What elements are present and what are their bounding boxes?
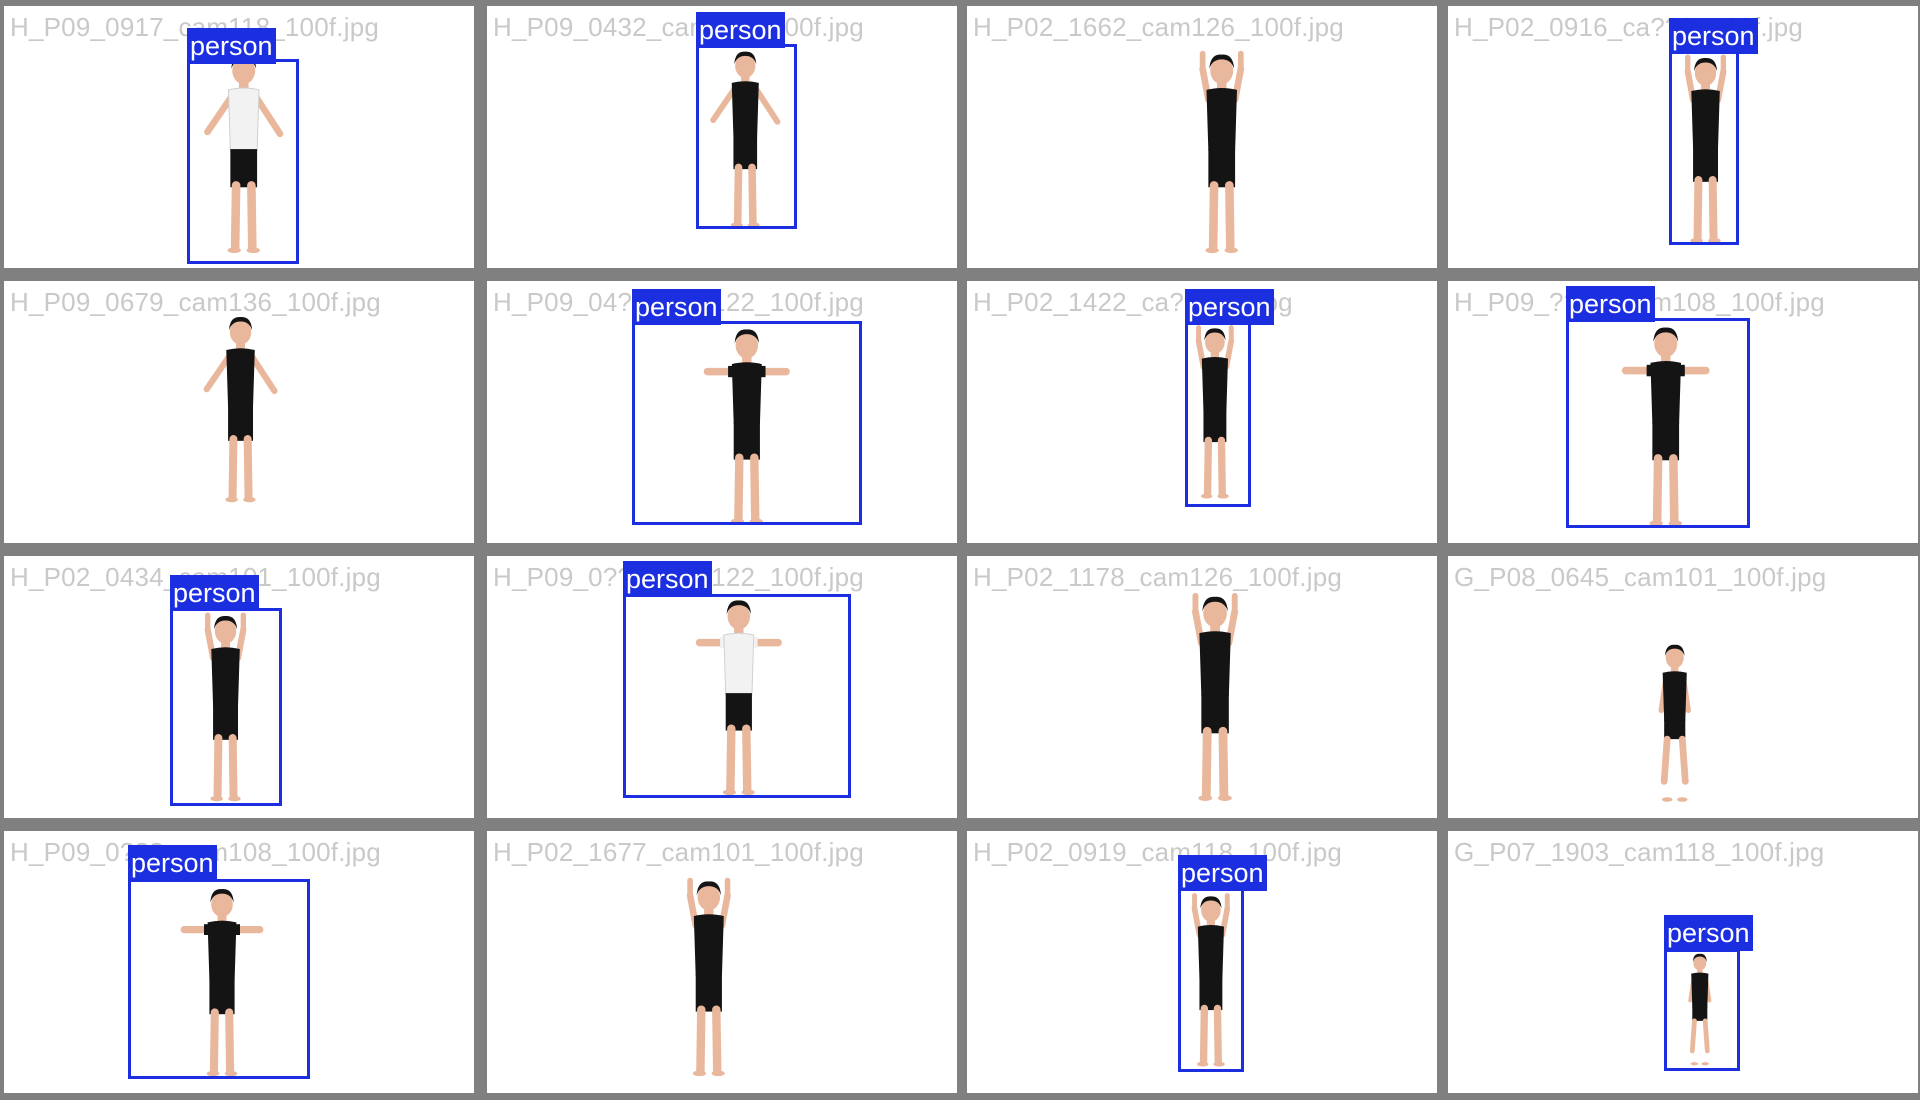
- person-figure: [692, 592, 786, 803]
- image-tile: H_P02_1662_cam126_100f.jpg: [967, 6, 1437, 268]
- filename-label: G_P07_1903_cam118_100f.jpg: [1454, 837, 1825, 867]
- class-label: person: [1178, 855, 1267, 891]
- bounding-box: [1185, 321, 1251, 507]
- person-figure: [1174, 321, 1256, 506]
- class-label: person: [170, 575, 259, 611]
- class-label: person: [1185, 289, 1274, 325]
- filename-label: H_P02_1178_cam126_100f.jpg: [973, 562, 1343, 592]
- class-label: person: [1566, 286, 1655, 322]
- class-label: person: [128, 845, 217, 881]
- image-tile: H_P02_1178_cam126_100f.jpg: [967, 556, 1437, 818]
- image-tile: H_P09_0???_cam122_100f.jpg person: [487, 556, 957, 818]
- person-figure: [1673, 949, 1727, 1072]
- person-figure: [177, 881, 267, 1084]
- filename-label: G_P08_0645_cam101_100f.jpg: [1454, 562, 1827, 592]
- image-tile: H_P09_04??_cam122_100f.jpg person: [487, 281, 957, 543]
- filename-label: H_P09_0432_cam???_100f.jpg: [493, 12, 864, 42]
- bounding-box: [1178, 888, 1244, 1072]
- bounding-box: [128, 879, 310, 1079]
- class-label: person: [696, 12, 785, 48]
- person-figure: [196, 46, 291, 261]
- person-figure: [700, 321, 794, 532]
- class-label: person: [187, 28, 276, 64]
- person-figure: [703, 44, 788, 235]
- image-tile: H_P09_????_cam108_100f.jpg person: [1448, 281, 1918, 543]
- bounding-box: [187, 59, 299, 264]
- person-figure: [196, 309, 285, 510]
- image-tile: H_P09_0432_cam???_100f.jpg person: [487, 6, 957, 268]
- person-figure: [1174, 46, 1269, 261]
- class-label: person: [1664, 915, 1753, 951]
- image-tile: H_P02_1422_ca??_50f.jpg person: [967, 281, 1437, 543]
- bounding-box: [170, 608, 282, 806]
- person-figure: [1166, 588, 1264, 809]
- image-tile: H_P09_0???_cam108_100f.jpg person: [4, 831, 474, 1093]
- class-label: person: [632, 289, 721, 325]
- image-tile: G_P07_1903_cam118_100f.jpg person: [1448, 831, 1918, 1093]
- image-tile: H_P02_0919_cam118_100f.jpg person: [967, 831, 1437, 1093]
- bounding-box: [696, 44, 797, 229]
- bounding-box: [1669, 51, 1739, 245]
- image-tile: H_P02_0916_ca???_100f.jpg person: [1448, 6, 1918, 268]
- person-figure: [1618, 319, 1713, 534]
- image-tile: H_P09_0679_cam136_100f.jpg: [4, 281, 474, 543]
- filename-label: H_P02_1662_cam126_100f.jpg: [973, 12, 1344, 42]
- class-label: person: [1669, 18, 1758, 54]
- filename-label: H_P02_1677_cam101_100f.jpg: [493, 837, 864, 867]
- filename-label: H_P02_0919_cam118_100f.jpg: [973, 837, 1343, 867]
- image-tile: G_P08_0645_cam101_100f.jpg: [1448, 556, 1918, 818]
- filename-label: H_P09_0679_cam136_100f.jpg: [10, 287, 381, 317]
- bounding-box: [1664, 949, 1740, 1071]
- person-figure: [662, 873, 756, 1084]
- person-figure: [1637, 638, 1712, 809]
- class-label: person: [623, 561, 712, 597]
- bounding-box: [623, 594, 851, 798]
- bounding-box: [632, 321, 862, 525]
- bounding-box: [1566, 318, 1750, 528]
- person-figure: [1661, 50, 1750, 251]
- person-figure: [1170, 889, 1252, 1074]
- image-tile: H_P02_0434_cam101_100f.jpg person: [4, 556, 474, 818]
- image-tile: H_P02_1677_cam101_100f.jpg: [487, 831, 957, 1093]
- image-tile: H_P09_0917_cam118_100f.jpg person: [4, 6, 474, 268]
- person-figure: [181, 608, 270, 809]
